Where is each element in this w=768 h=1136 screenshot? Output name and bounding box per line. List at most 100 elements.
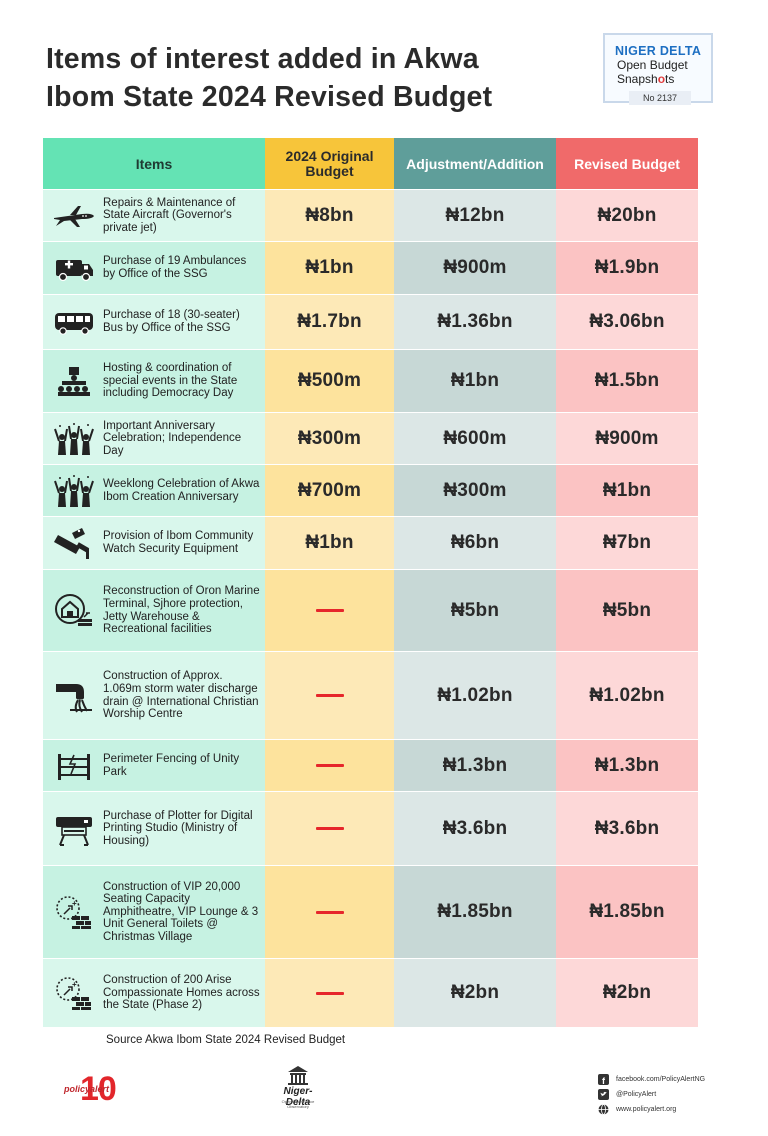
snapshots-badge: NIGER DELTA Open Budget Snapshots No 213… bbox=[603, 33, 713, 105]
adjustment-cell: ₦6bn bbox=[394, 517, 556, 570]
facebook-row[interactable]: f facebook.com/PolicyAlertNG bbox=[597, 1072, 705, 1087]
revised-cell: ₦1.3bn bbox=[556, 740, 698, 792]
original-cell: ₦1bn bbox=[265, 517, 394, 570]
item-label: Construction of 200 Arise Compassionate … bbox=[103, 974, 260, 1012]
item-cell: Perimeter Fencing of Unity Park bbox=[43, 740, 265, 792]
original-cell bbox=[265, 959, 394, 1028]
adjustment-cell: ₦5bn bbox=[394, 570, 556, 652]
policyalert-text: policyalert bbox=[64, 1084, 110, 1094]
original-dash bbox=[315, 764, 344, 767]
adjustment-cell: ₦3.6bn bbox=[394, 792, 556, 866]
original-dash bbox=[315, 827, 344, 830]
website-link[interactable]: www.policyalert.org bbox=[616, 1106, 677, 1113]
table-row: Perimeter Fencing of Unity Park ₦1.3bn ₦1.… bbox=[43, 740, 698, 792]
facebook-icon: f bbox=[597, 1074, 609, 1086]
adjustment-value: ₦1bn bbox=[450, 370, 500, 391]
item-label: Construction of Approx. 1.069m storm wat… bbox=[103, 670, 259, 721]
original-cell: ₦1bn bbox=[265, 242, 394, 295]
original-dash bbox=[315, 609, 344, 612]
adjustment-cell: ₦1bn bbox=[394, 350, 556, 413]
badge-ring: o bbox=[657, 72, 666, 86]
social-links: f facebook.com/PolicyAlertNG @PolicyAler… bbox=[597, 1072, 705, 1117]
original-cell: ₦8bn bbox=[265, 190, 394, 242]
item-cell: + Construction of VIP 20,000 Seating Capa… bbox=[43, 866, 265, 959]
facebook-link[interactable]: facebook.com/PolicyAlertNG bbox=[616, 1076, 706, 1083]
header-revised: Revised Budget bbox=[556, 138, 698, 190]
niger-delta-sub: Open Governance Observatory bbox=[281, 1099, 315, 1109]
original-dash bbox=[315, 910, 344, 914]
page-title: Items of interest added in Akwa Ibom Sta… bbox=[46, 40, 566, 116]
item-cell: Purchase of 18 (30-seater) Bus by Office… bbox=[43, 295, 265, 350]
original-cell: ₦1.7bn bbox=[265, 295, 394, 350]
item-cell: Provision of Ibom Community Watch Securi… bbox=[43, 517, 265, 570]
item-label: Hosting & coordination of special events… bbox=[103, 362, 238, 400]
celebration-icon bbox=[49, 471, 99, 511]
item-label: Repairs & Maintenance of State Aircraft … bbox=[103, 196, 236, 234]
revised-value: ₦20bn bbox=[597, 204, 657, 226]
item-cell: Purchase of Plotter for Digital Printing… bbox=[43, 792, 265, 866]
item-label: Important Anniversary Celebration; Indep… bbox=[103, 419, 242, 457]
adjustment-value: ₦6bn bbox=[450, 532, 500, 553]
brick-construction-icon: + bbox=[49, 973, 99, 1013]
adjustment-value: ₦2bn bbox=[450, 982, 500, 1003]
house-construction-icon bbox=[49, 591, 99, 631]
revised-value: ₦5bn bbox=[602, 599, 652, 621]
badge-line-1: NIGER DELTA bbox=[615, 44, 702, 58]
niger-delta-title: Niger-Delta bbox=[283, 1086, 313, 1108]
original-value: ₦700m bbox=[297, 479, 362, 501]
revised-cell: ₦900m bbox=[556, 413, 698, 465]
item-cell: Reconstruction of Oron Marine Terminal, … bbox=[43, 570, 265, 652]
original-cell: ₦500m bbox=[265, 350, 394, 413]
adjustment-value: ₦300m bbox=[443, 479, 507, 501]
brick-construction-icon: + bbox=[49, 892, 99, 932]
title-line-1: Items of interest added in Akwa bbox=[46, 43, 479, 75]
item-cell: + Construction of 200 Arise Compassionate… bbox=[43, 959, 265, 1028]
adjustment-value: ₦900m bbox=[443, 257, 507, 278]
table-row: Purchase of 18 (30-seater) Bus by Office… bbox=[43, 295, 698, 350]
item-label: Construction of VIP 20,000 Seating Capac… bbox=[103, 880, 259, 943]
adjustment-cell: ₦900m bbox=[394, 242, 556, 295]
adjustment-cell: ₦1.36bn bbox=[394, 295, 556, 350]
header-original: 2024 Original Budget bbox=[265, 138, 394, 190]
revised-cell: ₦3.06bn bbox=[556, 295, 698, 350]
table-row: Purchase of 19 Ambulances by Office of t… bbox=[43, 242, 698, 295]
revised-cell: ₦1bn bbox=[556, 465, 698, 517]
revised-value: ₦3.06bn bbox=[589, 311, 665, 332]
revised-value: ₦1bn bbox=[602, 479, 652, 501]
revised-value: ₦3.6bn bbox=[594, 817, 660, 839]
table-row: Weeklong Celebration of Akwa Ibom Creati… bbox=[43, 465, 698, 517]
original-dash-wrap bbox=[265, 694, 394, 697]
table-row: Hosting & coordination of special events… bbox=[43, 350, 698, 413]
adjustment-cell: ₦300m bbox=[394, 465, 556, 517]
table-row: Repairs & Maintenance of State Aircraft … bbox=[43, 190, 698, 242]
twitter-handle[interactable]: @PolicyAlert bbox=[616, 1091, 657, 1098]
table-row: Construction of Approx. 1.069m storm wat… bbox=[43, 652, 698, 740]
revised-value: ₦900m bbox=[595, 427, 659, 449]
original-value: ₦1bn bbox=[305, 532, 354, 553]
adjustment-cell: ₦1.02bn bbox=[394, 652, 556, 740]
revised-cell: ₦3.6bn bbox=[556, 792, 698, 866]
revised-cell: ₦7bn bbox=[556, 517, 698, 570]
revised-cell: ₦1.9bn bbox=[556, 242, 698, 295]
twitter-icon bbox=[597, 1089, 609, 1101]
bus-icon bbox=[49, 302, 99, 342]
revised-cell: ₦1.5bn bbox=[556, 350, 698, 413]
adjustment-value: ₦1.85bn bbox=[437, 901, 513, 922]
item-label: Reconstruction of Oron Marine Terminal, … bbox=[103, 585, 260, 636]
revised-cell: ₦1.02bn bbox=[556, 652, 698, 740]
revised-value: ₦7bn bbox=[602, 532, 652, 553]
header-original-line-1: 2024 Original bbox=[285, 147, 374, 164]
original-cell bbox=[265, 652, 394, 740]
table-row: Important Anniversary Celebration; Indep… bbox=[43, 413, 698, 465]
jet-icon bbox=[49, 196, 99, 236]
adjustment-value: ₦1.36bn bbox=[437, 311, 513, 332]
plotter-icon bbox=[49, 809, 99, 849]
svg-text:+: + bbox=[72, 980, 77, 989]
policyalert-logo: 10 policyalert bbox=[58, 1070, 128, 1110]
website-row[interactable]: www.policyalert.org bbox=[597, 1102, 705, 1117]
original-dash-wrap bbox=[265, 991, 394, 995]
item-label: Purchase of Plotter for Digital Printing… bbox=[103, 809, 253, 847]
item-cell: Hosting & coordination of special events… bbox=[43, 350, 265, 413]
original-value: ₦500m bbox=[297, 370, 362, 391]
twitter-row[interactable]: @PolicyAlert bbox=[597, 1087, 705, 1102]
